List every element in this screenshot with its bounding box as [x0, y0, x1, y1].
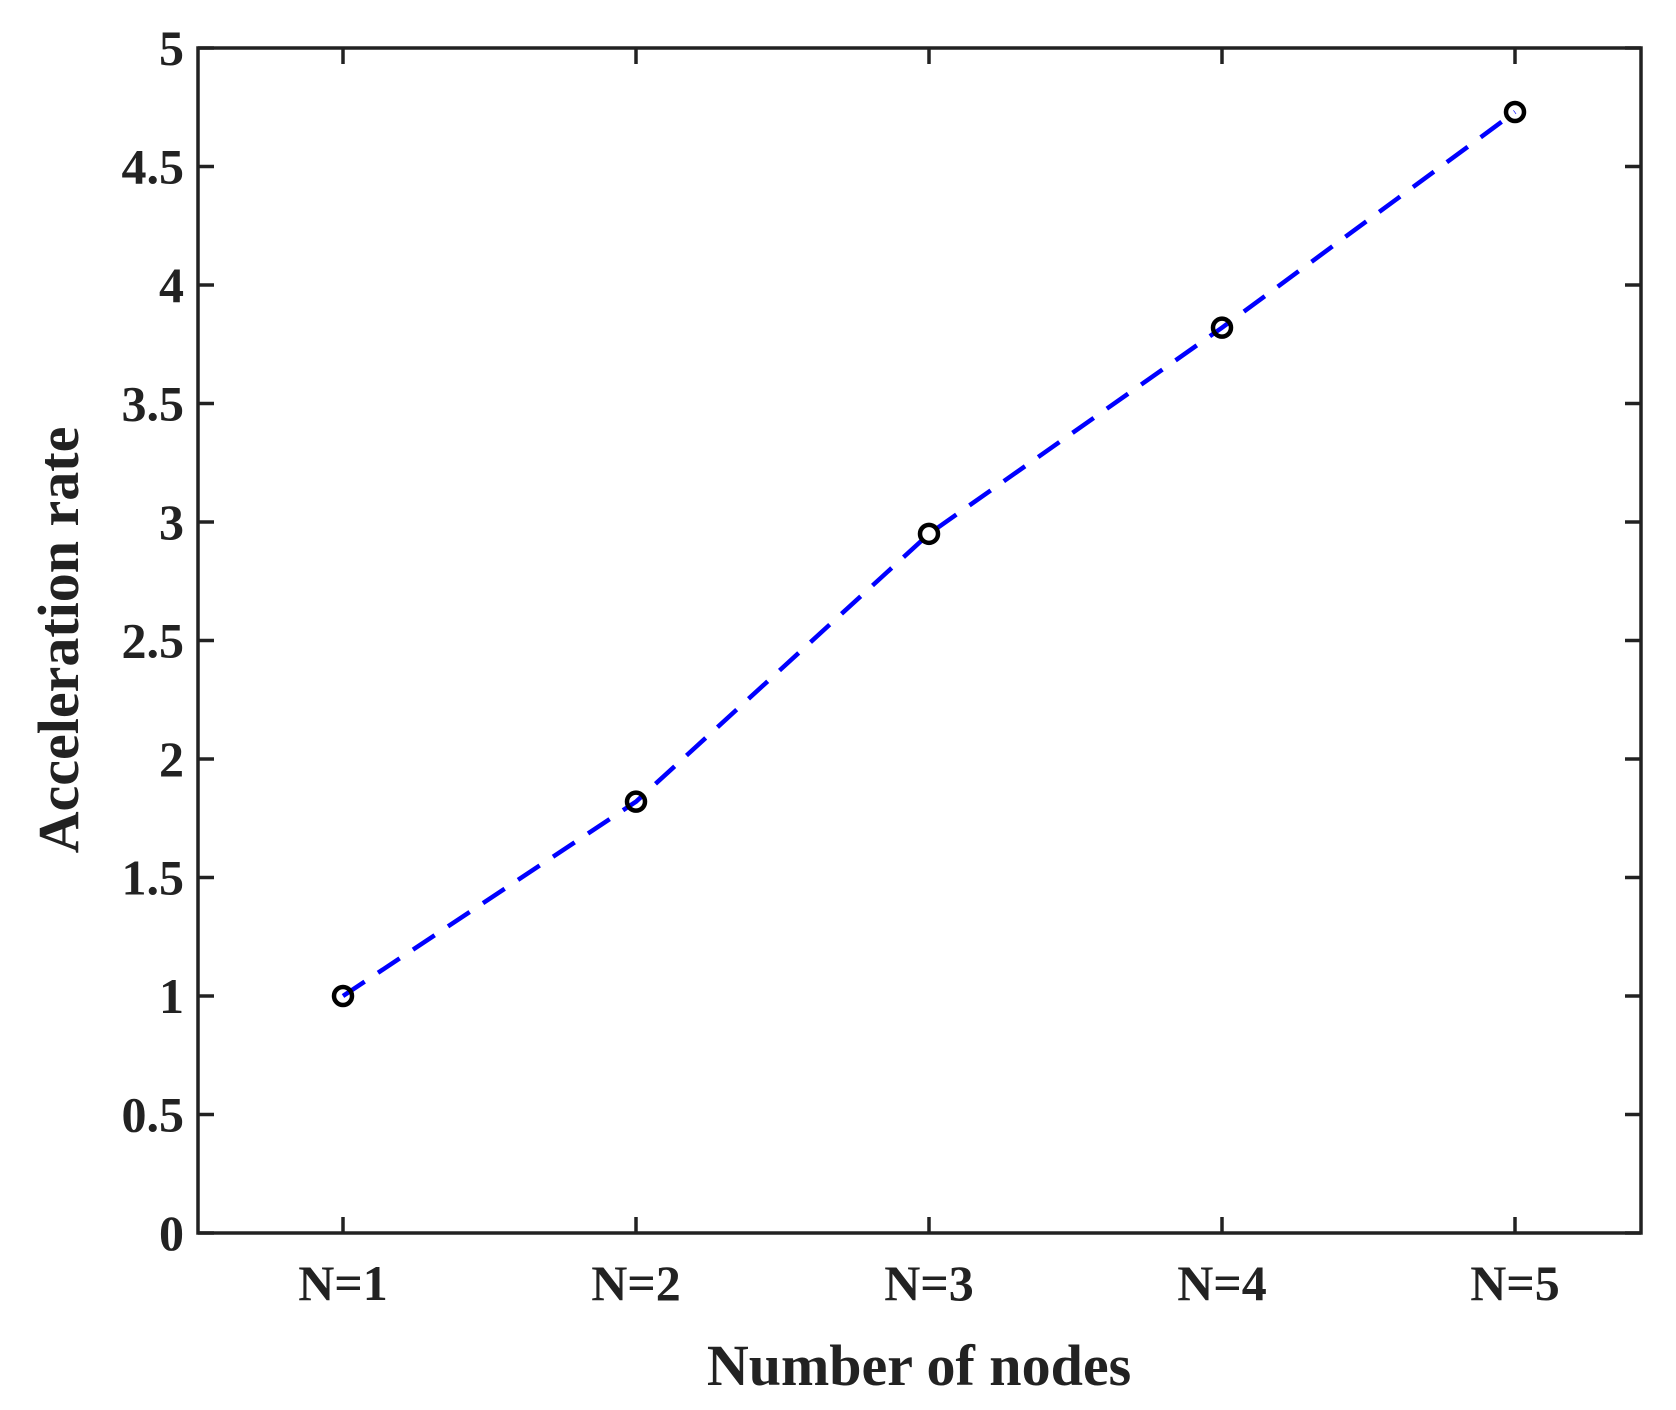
y-tick-label: 1 — [159, 968, 184, 1024]
x-tick-label: N=2 — [591, 1255, 681, 1311]
y-axis-ticks: 0 0.5 1 1.5 2 2.5 3 3.5 4 4.5 5 — [122, 20, 1641, 1261]
series-layer — [331, 100, 1527, 1008]
data-point — [624, 790, 648, 813]
y-tick-label: 5 — [159, 20, 184, 76]
y-axis-label: Acceleration rate — [26, 427, 91, 854]
y-tick-label: 0.5 — [122, 1087, 185, 1143]
data-point — [1503, 100, 1527, 124]
x-tick-label: N=3 — [884, 1255, 974, 1311]
data-point — [917, 522, 941, 546]
data-point — [331, 984, 355, 1008]
axes-box — [196, 46, 1643, 1235]
plot-area — [198, 48, 1641, 1233]
y-tick-label: 3 — [159, 494, 184, 550]
data-point — [1210, 316, 1234, 339]
y-tick-label: 0 — [159, 1205, 184, 1261]
x-tick-label: N=4 — [1177, 1255, 1267, 1311]
x-tick-label: N=1 — [298, 1255, 388, 1311]
series-line — [341, 110, 1517, 998]
x-axis-ticks: N=1 N=2 N=3 N=4 N=5 — [298, 48, 1560, 1311]
y-tick-label: 2.5 — [122, 613, 185, 669]
y-tick-label: 3.5 — [122, 376, 185, 432]
y-tick-label: 4.5 — [122, 139, 185, 195]
x-tick-label: N=5 — [1470, 1255, 1560, 1311]
y-tick-label: 2 — [159, 731, 184, 787]
y-tick-label: 1.5 — [122, 850, 185, 906]
x-axis-label: Number of nodes — [707, 1333, 1131, 1398]
y-tick-label: 4 — [159, 257, 184, 313]
